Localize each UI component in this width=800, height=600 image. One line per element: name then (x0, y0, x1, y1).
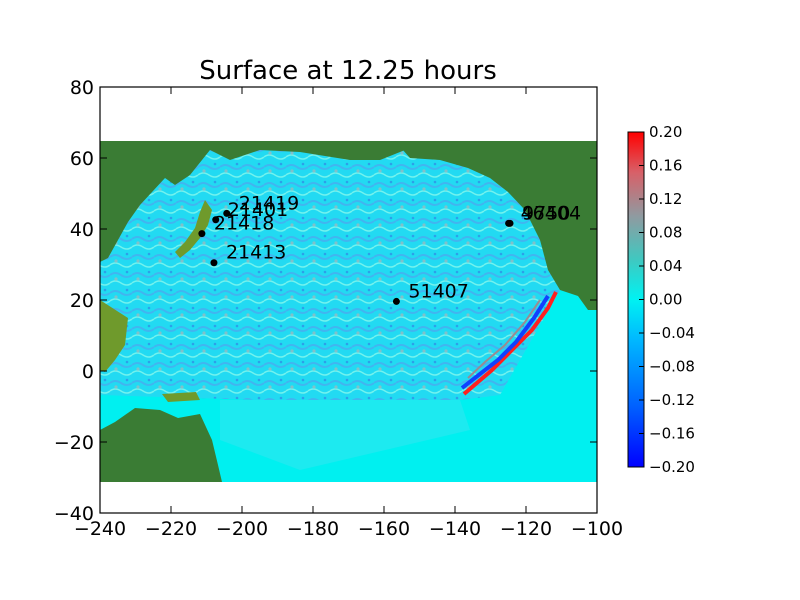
gauge-marker (392, 297, 400, 305)
y-tick-label: 20 (70, 290, 94, 312)
land-australia (100, 408, 222, 482)
x-tick-label: −140 (429, 518, 481, 540)
y-tick-label: 0 (82, 361, 94, 383)
y-tick-label: −20 (54, 432, 94, 454)
y-axis: −40 −20 0 20 40 60 80 (54, 77, 597, 525)
gauge-marker (506, 219, 514, 227)
tsunami-front-red (462, 291, 558, 396)
x-tick-label: −200 (216, 518, 268, 540)
colorbar-tick-label: −0.04 (649, 324, 695, 342)
y-tick-label: −40 (54, 503, 94, 525)
southern-faint-wave (220, 400, 470, 470)
y-tick-label: 60 (70, 148, 94, 170)
gauge-label: 21419 (239, 192, 299, 214)
colorbar-axis: −0.20 −0.16 −0.12 −0.08 −0.04 0.00 0.04 0.08 0.1… (639, 123, 695, 476)
ocean-ripple-field (100, 141, 597, 400)
x-axis: −240 −220 −200 −180 −160 −140 −120 −100 (74, 87, 623, 540)
chart-title: Surface at 12.25 hours (199, 56, 497, 86)
land-kamchatka-siberia (230, 141, 420, 160)
gauge-marker (198, 230, 206, 238)
land-japan (175, 200, 212, 258)
y-tick-label: 40 (70, 219, 94, 241)
colorbar-tick-label: 0.00 (649, 291, 682, 309)
land-asia (100, 141, 230, 262)
colorbar-tick-label: −0.20 (649, 458, 695, 476)
gauge-label: 21401 (228, 199, 288, 221)
x-tick-label: −160 (358, 518, 410, 540)
gauge-marker (210, 259, 218, 267)
x-tick-label: −100 (571, 518, 623, 540)
x-tick-label: −120 (500, 518, 552, 540)
plot-area (100, 87, 597, 513)
colorbar-tick-label: 0.16 (649, 157, 682, 175)
gauge-label: 21413 (226, 242, 286, 264)
gauge-marker (212, 216, 220, 224)
x-tick-label: −240 (74, 518, 126, 540)
colorbar-tick-label: 0.12 (649, 190, 682, 208)
land-philippines-indonesia (100, 300, 200, 402)
gauge-label: 46404 (521, 202, 581, 224)
x-tick-label: −180 (287, 518, 339, 540)
x-tick-label: −220 (145, 518, 197, 540)
gauge-label: 21418 (214, 213, 274, 235)
colorbar-tick-label: −0.16 (649, 425, 695, 443)
colorbar-tick-label: 0.04 (649, 257, 682, 275)
colorbar-tick-label: −0.08 (649, 358, 695, 376)
colorbar-tick-label: −0.12 (649, 391, 695, 409)
colorbar-tick-label: 0.08 (649, 224, 682, 242)
gauge-label: 51407 (408, 280, 468, 302)
gauge-label: 9750 (522, 202, 570, 224)
colorbar-tick-label: 0.20 (649, 123, 682, 141)
tsunami-trail-gray (467, 299, 541, 379)
tsunami-front-blue (460, 294, 550, 390)
gauge-marker (223, 209, 231, 217)
land-alaska-north-america (395, 141, 597, 310)
y-tick-label: 80 (70, 77, 94, 99)
